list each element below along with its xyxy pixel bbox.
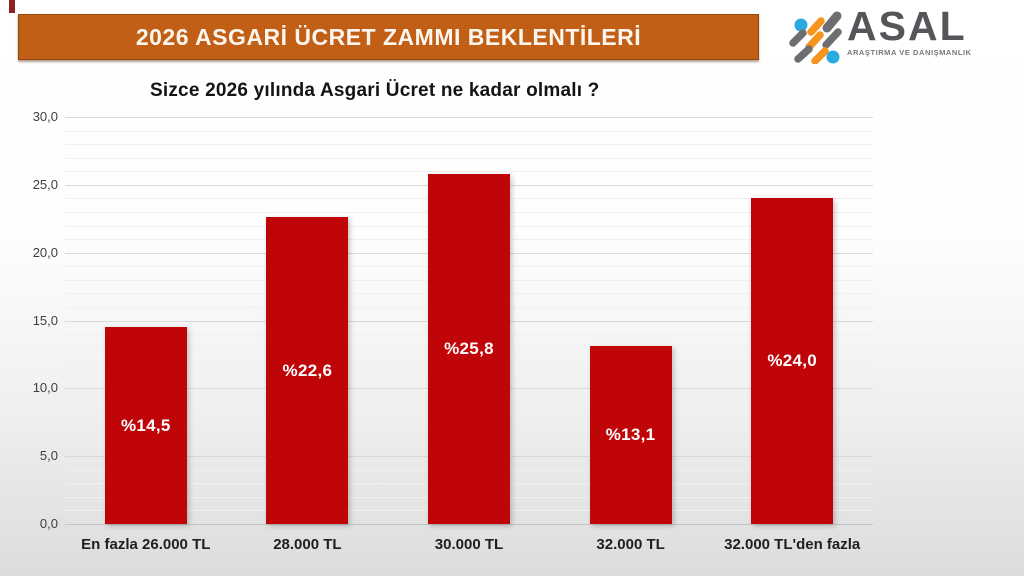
x-category-label: 28.000 TL (273, 536, 342, 553)
bar-value-label: %22,6 (282, 360, 333, 380)
y-tick-label: 0,0 (39, 516, 58, 531)
asal-logo-text: ASAL ARAŞTIRMA VE DANIŞMANLIK (847, 3, 972, 58)
y-tick-label: 15,0 (32, 312, 58, 328)
minor-gridline (65, 171, 873, 173)
x-category-label: 32.000 TL'den fazla (724, 536, 861, 553)
minor-gridline (65, 144, 873, 146)
y-tick-label: 30,0 (32, 109, 58, 124)
bar-4: %13,1 (589, 346, 672, 524)
bar-value-label: %14,5 (120, 415, 171, 435)
title-banner: 2026 ASGARİ ÜCRET ZAMMI BEKLENTİLERİ (18, 14, 759, 60)
corner-accent-mark (9, 0, 15, 13)
bar-value-label: %13,1 (605, 425, 656, 445)
x-category-label: 32.000 TL (596, 536, 665, 553)
y-tick-label: 5,0 (39, 448, 58, 464)
bar-1: %14,5 (104, 327, 187, 524)
banner-title-text: 2026 ASGARİ ÜCRET ZAMMI BEKLENTİLERİ (135, 23, 642, 50)
y-tick-label: 10,0 (32, 380, 58, 396)
bar-5: %24,0 (751, 198, 834, 524)
bar-3: %25,8 (428, 173, 510, 524)
asal-logo-subtitle: ARAŞTIRMA VE DANIŞMANLIK (847, 48, 972, 57)
bar-chart-plot-area: %14,5 %22,6 %25,8 %13,1 %24,0 (65, 117, 873, 525)
x-category-label: 30.000 TL (434, 536, 504, 553)
y-tick-label: 25,0 (32, 176, 58, 192)
bar-value-label: %24,0 (767, 351, 818, 371)
x-category-label: En fazla 26.000 TL (81, 536, 211, 553)
bar-value-label: %25,8 (444, 338, 494, 358)
major-gridline (65, 117, 873, 118)
asal-logo: ASAL ARAŞTIRMA VE DANIŞMANLIK (786, 6, 1014, 68)
asal-logo-icon (789, 11, 842, 64)
asal-logo-name: ASAL (847, 3, 967, 49)
bar-2: %22,6 (266, 217, 349, 524)
y-tick-label: 20,0 (32, 244, 58, 260)
minor-gridline (65, 130, 873, 132)
minor-gridline (65, 157, 873, 159)
chart-title: Sizce 2026 yılında Asgari Ücret ne kadar… (150, 80, 600, 101)
